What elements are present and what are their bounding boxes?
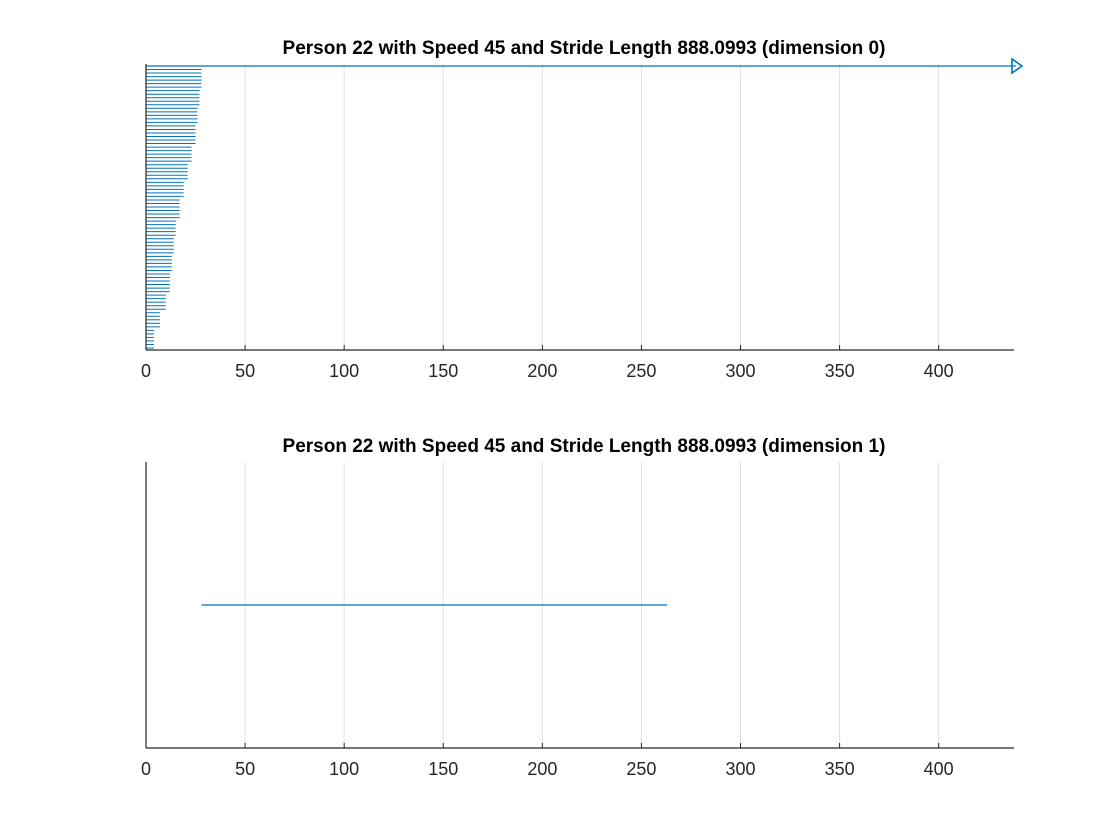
x-tick-label: 150 xyxy=(428,759,458,779)
x-tick-label: 100 xyxy=(329,361,359,381)
x-tick-label: 300 xyxy=(725,361,755,381)
chart-title: Person 22 with Speed 45 and Stride Lengt… xyxy=(283,38,886,59)
x-tick-label: 0 xyxy=(141,759,151,779)
x-tick-label: 50 xyxy=(235,361,255,381)
x-tick-label: 50 xyxy=(235,759,255,779)
x-tick-label: 100 xyxy=(329,759,359,779)
barcode-lines xyxy=(146,57,1024,349)
subplot-dimension-1: 0 50 100 150 200 250 300 350 400 Person 22 with … xyxy=(141,436,1014,779)
x-gridlines xyxy=(244,64,940,350)
x-tick-labels: 0 50 100 150 200 250 300 350 400 xyxy=(141,345,954,381)
x-tick-label: 250 xyxy=(626,759,656,779)
subplot-dimension-0: 0 50 100 150 200 250 300 350 400 Person 22 with … xyxy=(141,38,1024,381)
x-tick-label: 400 xyxy=(924,759,954,779)
x-tick-label: 350 xyxy=(825,361,855,381)
x-tick-label: 400 xyxy=(924,361,954,381)
x-tick-labels: 0 50 100 150 200 250 300 350 400 xyxy=(141,743,954,779)
x-tick-label: 300 xyxy=(725,759,755,779)
x-tick-label: 150 xyxy=(428,361,458,381)
x-tick-label: 250 xyxy=(626,361,656,381)
x-tick-label: 0 xyxy=(141,361,151,381)
x-tick-label: 200 xyxy=(527,759,557,779)
x-tick-label: 200 xyxy=(527,361,557,381)
x-tick-label: 350 xyxy=(825,759,855,779)
infinite-bar-arrowhead xyxy=(1011,57,1024,75)
chart-title: Person 22 with Speed 45 and Stride Lengt… xyxy=(283,436,886,457)
